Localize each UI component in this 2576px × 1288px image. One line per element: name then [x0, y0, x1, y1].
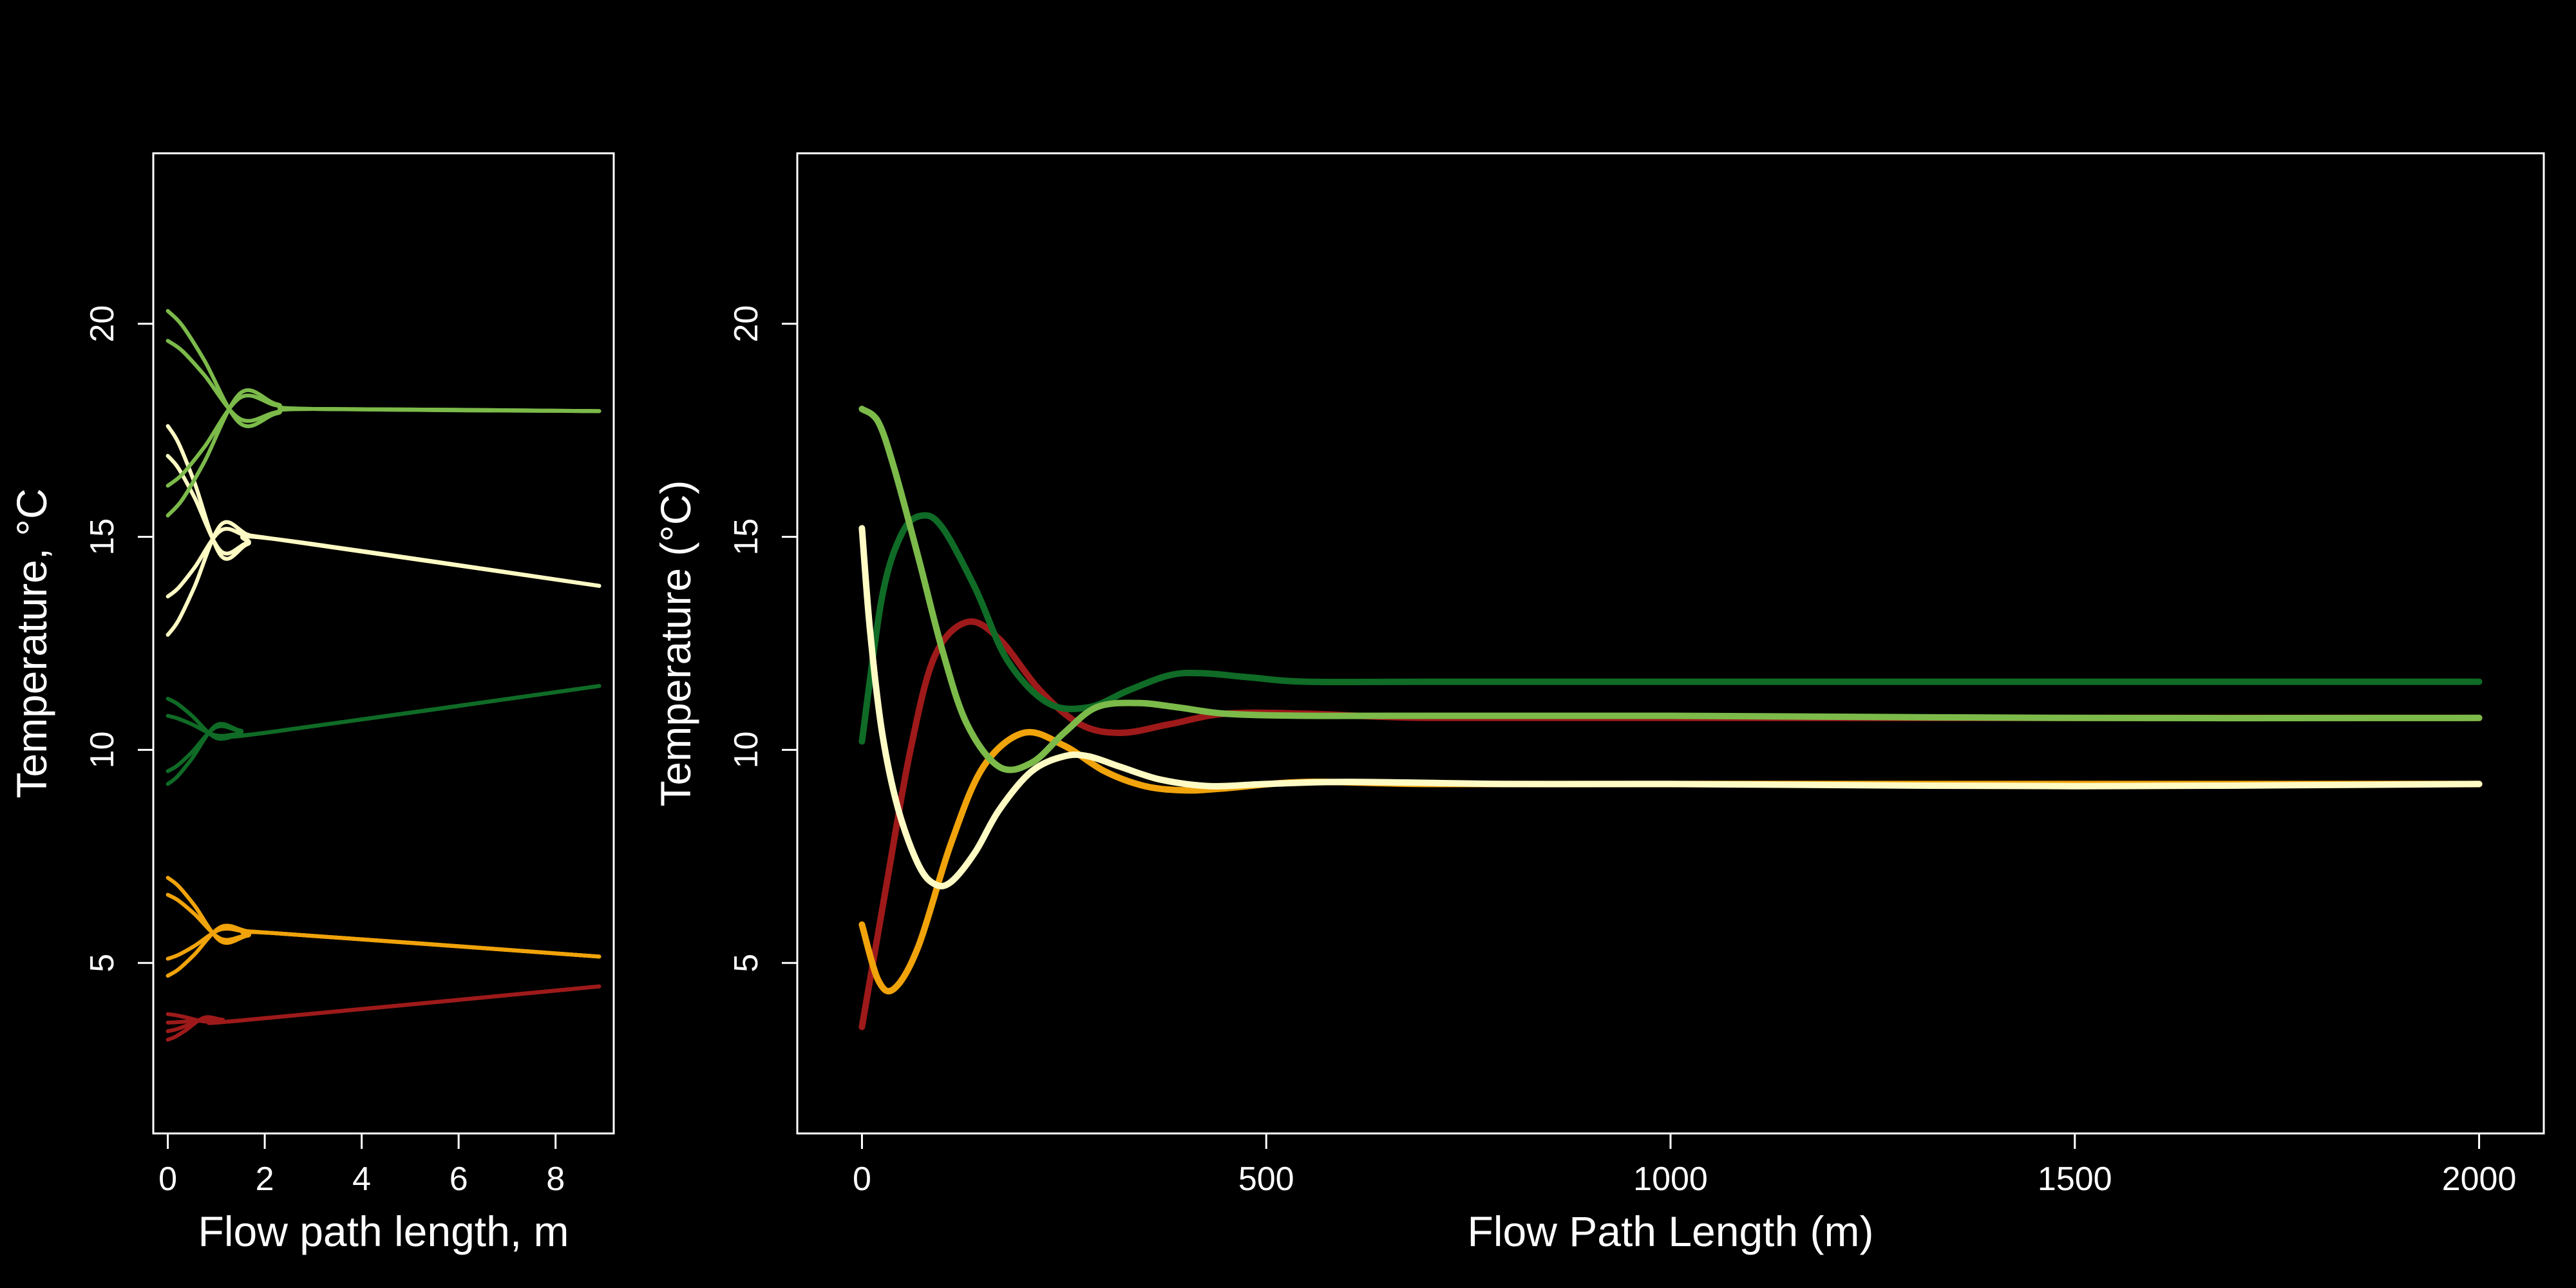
- y-tick-label: 15: [728, 518, 765, 556]
- series-line-4: [858, 525, 2483, 889]
- y-tick-label: 5: [84, 954, 121, 972]
- series-line-group-2-3: [166, 684, 601, 773]
- y-tick-label: 10: [728, 732, 765, 769]
- x-tick-label: 2000: [2442, 1160, 2517, 1198]
- x-tick-label: 6: [450, 1160, 468, 1198]
- x-tick-label: 8: [546, 1160, 565, 1198]
- x-tick-label: 1000: [1633, 1160, 1708, 1198]
- y-tick-label: 15: [84, 518, 121, 556]
- y-tick-label: 20: [84, 305, 121, 343]
- x-tick-label: 0: [853, 1160, 871, 1198]
- y-axis-title: Temperature (°C): [652, 480, 699, 807]
- series-line-3: [858, 406, 2483, 773]
- y-tick-label: 10: [84, 732, 121, 769]
- left-panel: 0 2 4 6 8 5 10 15 20 Flow path length, m Temperatu…: [8, 152, 615, 1255]
- series-line-group-0-3: [166, 984, 601, 1034]
- x-axis-title: Flow path length, m: [198, 1208, 569, 1255]
- series-line-2: [858, 512, 2483, 745]
- y-tick-label: 20: [728, 305, 765, 343]
- series-line-group-3-3: [166, 527, 601, 599]
- series-lines: [166, 308, 601, 1042]
- x-tick-label: 0: [158, 1160, 177, 1198]
- y-axis-title: Temperature, °C: [8, 488, 55, 798]
- y-tick-label: 5: [728, 954, 765, 972]
- x-tick-label: 4: [352, 1160, 371, 1198]
- x-tick-label: 2: [256, 1160, 274, 1198]
- x-axis-title: Flow Path Length (m): [1468, 1208, 1874, 1255]
- x-tick-label: 500: [1238, 1160, 1294, 1198]
- series-lines: [858, 406, 2483, 1030]
- series-line-group-4-3: [166, 393, 601, 488]
- right-panel: 0 500 1000 1500 2000 5 10 15 20 Flow Path Length …: [652, 152, 2545, 1255]
- x-tick-label: 1500: [2038, 1160, 2112, 1198]
- series-line-group-1-3: [166, 926, 601, 961]
